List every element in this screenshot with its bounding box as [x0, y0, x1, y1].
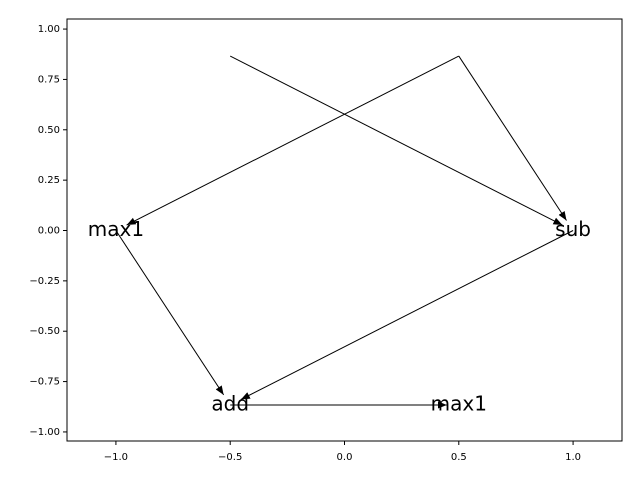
y-tick-label: −0.50: [29, 326, 60, 337]
y-tick-label: 0.75: [38, 74, 60, 85]
y-tick-label: 0.25: [38, 175, 60, 186]
x-tick-label: 0.0: [337, 452, 353, 463]
x-tick-label: −0.5: [218, 452, 242, 463]
edge: [126, 55, 460, 226]
y-tick-label: −1.00: [29, 427, 60, 438]
x-tick-label: 0.5: [451, 452, 467, 463]
y-tick-label: 1.00: [38, 24, 60, 35]
node-label: add: [211, 391, 249, 415]
x-tick-label: 1.0: [565, 452, 581, 463]
edge: [229, 55, 563, 226]
y-tick-label: −0.25: [29, 276, 60, 287]
edge: [240, 230, 574, 400]
edge: [115, 230, 225, 396]
node-label: max1: [88, 217, 144, 241]
y-tick-label: −0.75: [29, 377, 60, 388]
y-tick-label: 0.50: [38, 125, 60, 136]
y-tick-label: 0.00: [38, 226, 60, 237]
edge: [458, 55, 567, 221]
node-label: max1: [431, 391, 487, 415]
x-tick-label: −1.0: [104, 452, 128, 463]
plot-frame: [66, 18, 623, 442]
node-label: sub: [555, 217, 591, 241]
